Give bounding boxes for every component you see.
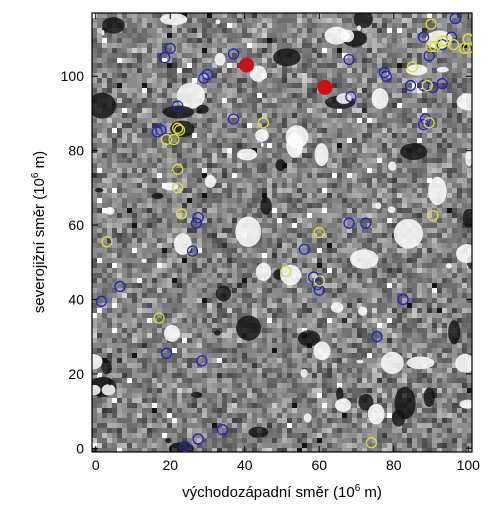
- y-tick-label: 60: [68, 217, 84, 233]
- y-tick-label: 40: [68, 291, 84, 307]
- grayscale-noise-background: [82, 10, 481, 455]
- y-tick-label: 100: [61, 68, 85, 84]
- y-tick-label: 20: [68, 366, 84, 382]
- filled-data-point: [240, 58, 254, 72]
- y-tick-label: 80: [68, 143, 84, 159]
- x-tick-label: 0: [92, 457, 100, 473]
- y-tick-label: 0: [76, 440, 84, 456]
- x-tick-label: 60: [311, 457, 327, 473]
- x-tick-label: 20: [162, 457, 178, 473]
- x-tick-label: 40: [237, 457, 253, 473]
- y-axis-label: severojižní směr (106 m): [30, 151, 48, 313]
- x-tick-label: 80: [386, 457, 402, 473]
- x-tick-label: 100: [457, 457, 481, 473]
- x-axis-label: východozápadní směr (106 m): [182, 483, 382, 501]
- filled-data-point: [318, 80, 332, 94]
